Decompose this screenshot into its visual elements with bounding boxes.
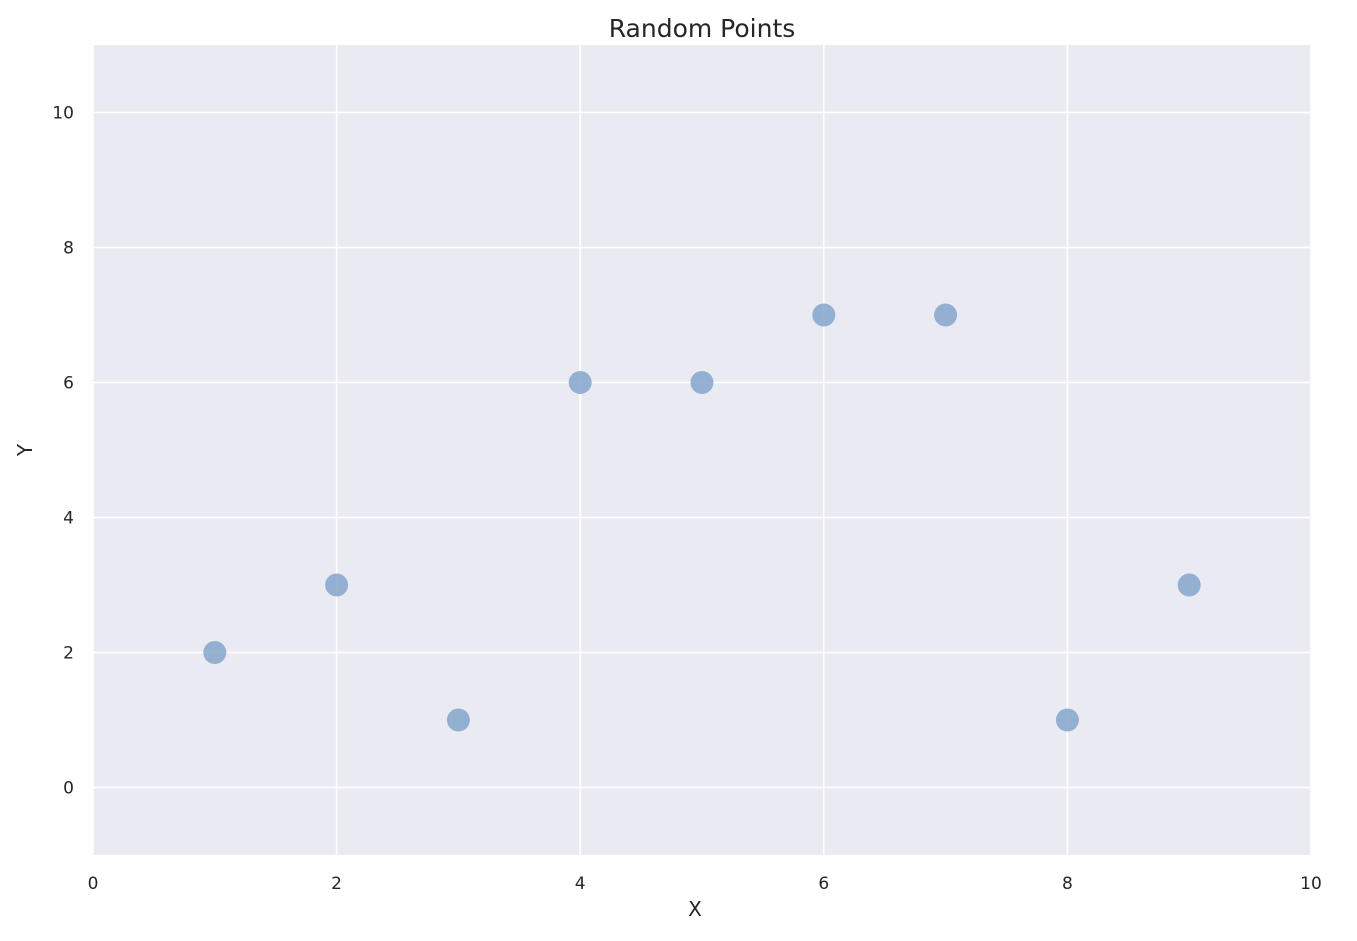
scatter-point — [1177, 573, 1201, 597]
x-tick-label: 0 — [88, 874, 99, 894]
x-tick-label: 6 — [818, 874, 829, 894]
x-tick-label: 8 — [1062, 874, 1073, 894]
y-tick-label: 2 — [63, 644, 74, 664]
y-tick-label: 6 — [63, 374, 74, 394]
y-tick-label: 0 — [63, 779, 74, 799]
chart-title: Random Points — [609, 14, 796, 43]
scatter-point — [690, 371, 714, 394]
data-points — [203, 303, 1201, 732]
scatter-point — [568, 371, 592, 394]
scatter-point — [325, 573, 349, 597]
scatter-point — [203, 641, 227, 664]
x-tick-label: 4 — [575, 874, 586, 894]
plot-area — [93, 45, 1311, 855]
scatter-point — [1055, 708, 1079, 732]
x-tick-label: 2 — [331, 874, 342, 894]
scatter-point — [812, 303, 836, 327]
scatter-point — [934, 303, 958, 327]
y-tick-label: 10 — [52, 104, 74, 124]
x-axis-label: X — [688, 897, 702, 921]
y-tick-label: 8 — [63, 239, 74, 259]
y-axis-label: Y — [13, 443, 37, 457]
grid-lines — [92, 45, 1312, 855]
scatter-point — [446, 708, 470, 732]
x-tick-label: 10 — [1300, 874, 1322, 894]
y-tick-label: 4 — [63, 509, 74, 529]
tick-labels: 0 2 4 6 8 10 0 2 4 6 8 10 — [52, 104, 1321, 895]
